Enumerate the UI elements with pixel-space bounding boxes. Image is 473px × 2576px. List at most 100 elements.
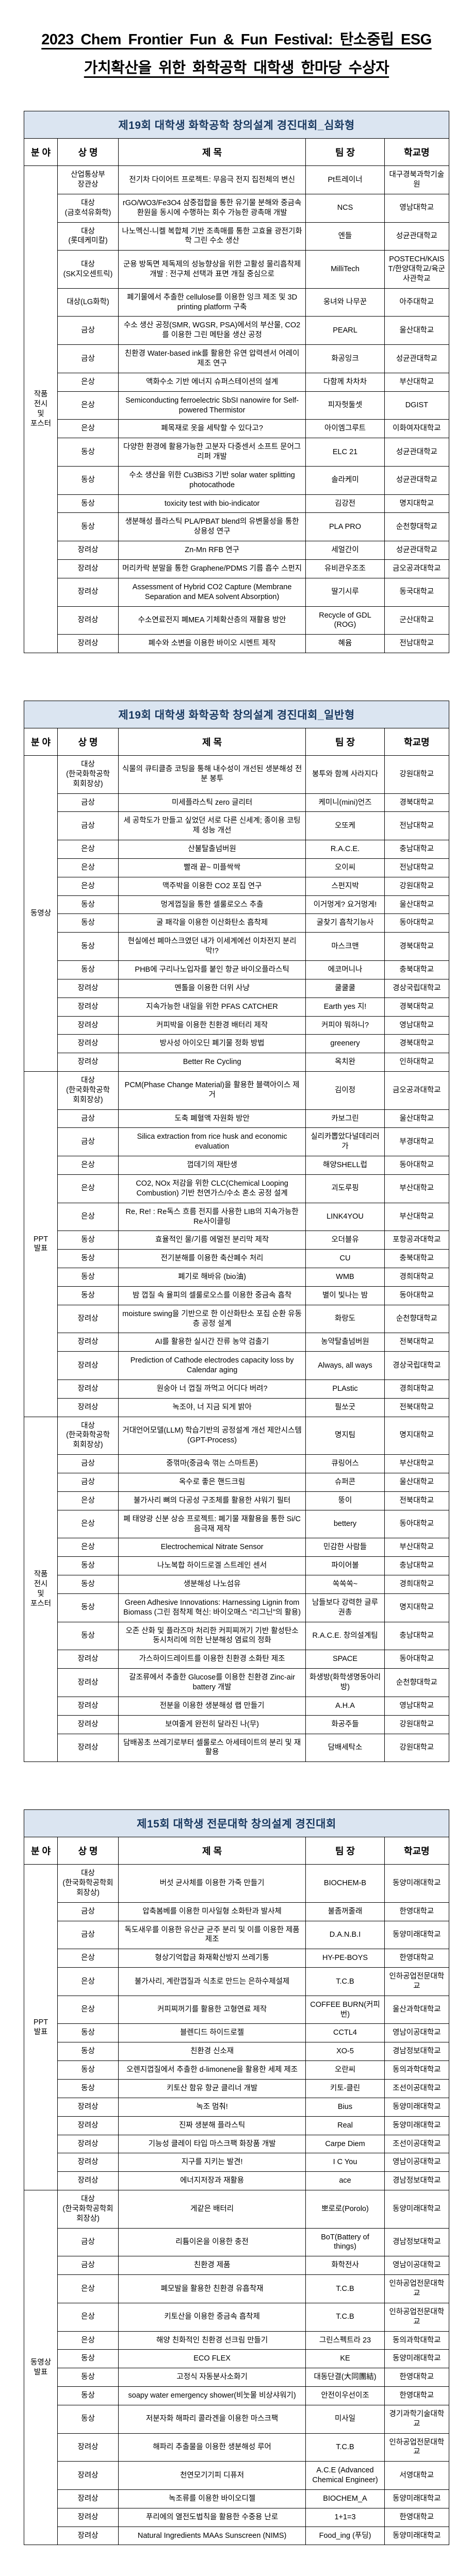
table-row: 장려상 Better Re Cycling 옥치완 인하대학교	[24, 1053, 450, 1072]
school-cell: 전남대학교	[384, 811, 450, 841]
team-cell: 혜윰	[305, 634, 385, 654]
column-header: 제 목	[118, 1837, 306, 1865]
title-cell: Assessment of Hybrid CO2 Capture (Membra…	[118, 577, 306, 607]
school-cell: 동의과학대학교	[384, 2060, 450, 2080]
table-row: 동상 다양한 환경에 활용가능한 고분자 다중센서 소프트 문어그리퍼 개발 ELC…	[24, 438, 450, 467]
table-row: 은상 키토산을 이용한 중금속 흡착제 T.C.B 인하공업전문대학교	[24, 2302, 450, 2332]
team-cell: T.C.B	[305, 2302, 385, 2332]
team-cell: 옥치완	[305, 1053, 385, 1072]
title-cell: 담배꽁초 쓰레기로부터 셀룰로스 아세테이트의 분리 및 재활용	[118, 1733, 306, 1763]
award-cell: 동상	[57, 2079, 119, 2098]
team-cell: Recycle of GDL (ROG)	[305, 606, 385, 635]
school-cell: 경북대학교	[384, 997, 450, 1017]
title-cell: 멍게껍질을 통한 셀룰로오스 추출	[118, 895, 306, 915]
team-cell: BoT(Battery of things)	[305, 2228, 385, 2257]
table-row: 장려상 방사성 아이오딘 폐기물 정화 방법 greenery 경북대학교	[24, 1034, 450, 1054]
award-cell: 장려상	[57, 1733, 119, 1763]
title-cell: PHB에 구리나노입자를 붙인 항균 바이오플라스틱	[118, 960, 306, 979]
table-row: 대상 (금호석유화학) rGO/WO3/Fe3O4 삼중접합을 통한 유기물 분해…	[24, 193, 450, 223]
team-cell: T.C.B	[305, 2274, 385, 2303]
award-cell: 동상	[57, 466, 119, 495]
award-cell: 은상	[57, 372, 119, 392]
award-cell: 동상	[57, 1249, 119, 1269]
award-cell: 동상	[57, 512, 119, 542]
team-cell: T.C.B	[305, 1967, 385, 1996]
category-cell: 작품 전시 및 포스터	[23, 1416, 58, 1763]
award-cell: 장려상	[57, 1715, 119, 1734]
table-row: 은상 Semiconducting ferroelectric SbSI nano…	[24, 391, 450, 420]
school-cell: 울산대학교	[384, 316, 450, 345]
table-row: 동상 toxicity test with bio-indicator 김강전 명지대…	[24, 494, 450, 513]
table-row: 동영상 대상 (한국화학공학 회회장상) 식물의 큐티클층 코팅을 통해 내수성이 …	[23, 755, 450, 1072]
team-cell: Food_ing (푸딩)	[305, 2526, 385, 2546]
school-cell: 동아대학교	[384, 1286, 450, 1305]
team-cell: 봉투와 함께 사라지다	[305, 755, 385, 794]
team-cell: 웅녀와 나무꾼	[305, 288, 385, 317]
school-cell: 한영대학교	[384, 1949, 450, 1968]
school-cell: 순천향대학교	[384, 1668, 450, 1697]
title-cell: 키토산 함유 항균 클리너 개발	[118, 2079, 306, 2098]
school-cell: 경상국립대학교	[384, 978, 450, 998]
school-cell: 아주대학교	[384, 288, 450, 317]
title-cell: 버섯 균사체를 이용한 가죽 만들기	[118, 1864, 306, 1903]
school-cell: 동양미래대학교	[384, 1920, 450, 1950]
award-cell: 장려상	[57, 577, 119, 607]
table-row: 장려상 녹조 멈춰! Bius 동양미래대학교	[24, 2097, 450, 2117]
title-cell: 녹조야, 너 지금 되게 밝아	[118, 1398, 306, 1417]
award-cell: 동상	[57, 1286, 119, 1305]
title-cell: 생분해성 나노섬유	[118, 1575, 306, 1594]
table-row: 동상 저분자화 해파리 콜라겐을 이용한 마스크팩 미사일 경기과학기술대학교	[24, 2404, 450, 2434]
title-cell: 폐기로 해바유 (bio油)	[118, 1268, 306, 1287]
team-cell: 괴도루핑	[305, 1174, 385, 1203]
team-cell: 미사일	[305, 2404, 385, 2434]
team-cell: Carpe Diem	[305, 2134, 385, 2154]
column-header: 팀 장	[305, 728, 385, 756]
award-cell: 은상	[57, 2302, 119, 2332]
table-row: 장려상 moisture swing을 기반으로 한 이산화탄소 포집 순환 유동…	[24, 1304, 450, 1334]
table-row: 장려상 원숭아 너 껍질 까먹고 어디다 버려? PLAstic 경희대학교	[24, 1379, 450, 1399]
team-cell: KE	[305, 2349, 385, 2369]
team-cell: A.C.E (Advanced Chemical Engineer)	[305, 2461, 385, 2490]
team-cell: 오란씨	[305, 2060, 385, 2080]
team-cell: 화생방(화학생명동아리방)	[305, 1668, 385, 1697]
school-cell: 강원대학교	[384, 876, 450, 896]
award-cell: 장려상	[57, 634, 119, 654]
table-row: 동상 효율적인 물/기름 에멀전 분리막 제작 오더블유 포항공과대학교	[24, 1231, 450, 1250]
table-row: 동상 나노복합 하이드로겔 스트레인 센서 파이어볼 충남대학교	[24, 1556, 450, 1576]
title-cell: Natural Ingredients MAAs Sunscreen (NIMS…	[118, 2526, 306, 2546]
column-header: 학교명	[384, 1837, 450, 1865]
table-row: 은상 불가사리 뼈의 다공성 구조체를 활용한 샤워기 필터 뚱이 전북대학교	[24, 1491, 450, 1510]
school-cell: 명지대학교	[384, 1416, 450, 1455]
title-cell: 오존 산화 및 플라즈마 처리한 커피찌꺼기 기반 활성탄소 동시처리에 의한 …	[118, 1621, 306, 1651]
school-cell: 한영대학교	[384, 2368, 450, 2387]
award-cell: 대상 (한국화학공학회 회장상)	[57, 1864, 119, 1903]
team-cell: 불좀꺼줄래	[305, 1902, 385, 1921]
table-row: 금상 Silica extraction from rice husk and e…	[24, 1127, 450, 1157]
award-cell: 장려상	[57, 2134, 119, 2154]
team-cell: 김강전	[305, 494, 385, 513]
table-row: 은상 커피찌꺼기를 활용한 고형연료 제작 COFFEE BURN(커피번) 울산과학…	[24, 1995, 450, 2024]
team-cell: 안전이우선이조	[305, 2386, 385, 2405]
school-cell: 경희대학교	[384, 1268, 450, 1287]
award-cell: 장려상	[57, 2507, 119, 2527]
table-row: 동상 Green Adhesive Innovations: Harnessing…	[24, 1593, 450, 1622]
team-cell: 쿨쿨쿨	[305, 978, 385, 998]
award-cell: 대상 (한국화학공학 회회장상)	[57, 1071, 119, 1110]
table-row: 동상 현실에선 폐마스크였던 내가 이세계에선 이차전지 분리막!? 마스크맨 경북대…	[24, 932, 450, 961]
category-cell: 동영상	[23, 755, 58, 1072]
table-row: 장려상 천연모기기피 디퓨저 A.C.E (Advanced Chemical En…	[24, 2461, 450, 2490]
table-row: 동상 멍게껍질을 통한 셀룰로오스 추출 이거멍게? 요거멍게! 울산대학교	[24, 895, 450, 915]
title-cell: Electrochemical Nitrate Sensor	[118, 1538, 306, 1557]
table-row: 장려상 지구를 지키는 발견! I C You 영남이공대학교	[24, 2153, 450, 2172]
award-cell: 동상	[57, 913, 119, 933]
award-cell: 금상	[57, 316, 119, 345]
table-row: 금상 도축 폐혈액 자원화 방안 카보그린 울산대학교	[24, 1109, 450, 1128]
team-cell: 1+1=3	[305, 2507, 385, 2527]
title-cell: 폐 태양광 신분 상승 프로젝트: 폐기물 재활용을 통한 Si/C 음극재 제…	[118, 1509, 306, 1539]
column-header: 제 목	[118, 138, 306, 167]
school-cell: POSTECH/KAIST/한양대학교/육군사관학교	[384, 250, 450, 289]
team-cell: BIOCHEM_A	[305, 2489, 385, 2508]
